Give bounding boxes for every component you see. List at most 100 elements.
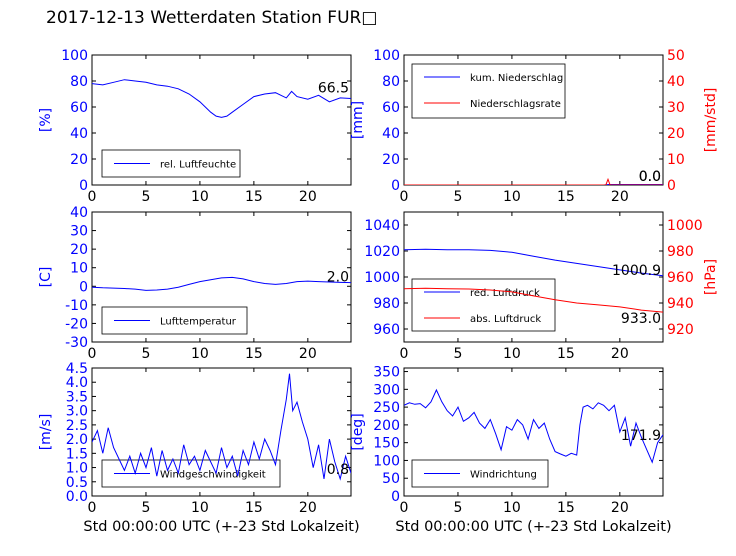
y-tick-label: 0 [391, 489, 400, 505]
y-tick-label: 3.5 [66, 389, 88, 405]
y-tick-label: 1.0 [66, 461, 88, 477]
y-tick-label: 980 [373, 296, 400, 312]
y-tick-label: 4.0 [66, 375, 88, 391]
x-tick-label: 5 [453, 189, 462, 205]
y-tick-label: -20 [65, 316, 88, 332]
series-line [404, 177, 663, 185]
x-tick-label: 20 [299, 189, 317, 205]
series-line [92, 79, 351, 118]
y-tick-label: 20 [70, 242, 88, 258]
last-value-label: 66.5 [318, 81, 349, 97]
panel-humidity: 0 5 10 15 20 0 20 40 60 80 100 [%] rel. Luftfeuchte 6… [38, 48, 352, 205]
y-tick-label: 250 [373, 400, 400, 416]
x-tick-label: 10 [503, 500, 521, 516]
panel-windspeed: 0 5 10 15 20 0.00.51.01.52.02.53.03.54.04.5 [m… [38, 361, 360, 535]
y-axis-label: [deg] [350, 413, 366, 450]
series-line [404, 287, 663, 313]
legend-label: rel. Luftfeuchte [160, 160, 236, 171]
legend-label: Niederschlagsrate [470, 99, 561, 110]
x-axis-label: Std 00:00:00 UTC (+-23 Std Lokalzeit) [83, 519, 359, 535]
series-line [404, 248, 663, 277]
panel-precip: 0 5 10 15 20 0 20 40 60 80 100 0 10 20 30 40 50 [mm] [mm/s… [350, 48, 719, 205]
last-value-label: 933.0 [621, 311, 661, 327]
legend-label: abs. Luftdruck [470, 314, 541, 325]
legend-frame [411, 63, 566, 119]
y-tick-label: 1040 [364, 218, 400, 234]
y-tick-label: 960 [373, 322, 400, 338]
y-tick-label: 0 [391, 178, 400, 194]
y-tick-label: -10 [65, 298, 88, 314]
y-tick-label: 1000 [364, 270, 400, 286]
x-tick-label: 0 [400, 346, 409, 362]
x-tick-label: 20 [611, 189, 629, 205]
y-tick-label: 150 [373, 436, 400, 452]
x-tick-label: 20 [611, 500, 629, 516]
x-tick-label: 10 [191, 346, 209, 362]
y-axis-label: [C] [38, 267, 54, 288]
y-tick-label: 80 [382, 74, 400, 90]
y-axis-label: [m/s] [38, 414, 54, 451]
x-tick-label: 0 [400, 500, 409, 516]
legend-frame [411, 278, 556, 332]
x-tick-label: 15 [245, 189, 263, 205]
y-tick-label: 100 [373, 453, 400, 469]
y-tick-label: 0 [79, 178, 88, 194]
legend-label: Windgeschwindigkeit [160, 470, 266, 481]
last-value-label: 171.9 [621, 428, 661, 444]
x-tick-label: 20 [611, 346, 629, 362]
y-tick-label: 200 [373, 418, 400, 434]
legend: Windrichtung [411, 459, 549, 488]
x-tick-label: 10 [191, 500, 209, 516]
series-line [92, 276, 351, 291]
y-tick-label: 2.5 [66, 418, 88, 434]
x-tick-label: 0 [88, 189, 97, 205]
y-tick-label: 50 [382, 471, 400, 487]
legend: kum. Niederschlag Niederschlagsrate [411, 63, 566, 119]
x-tick-label: 5 [453, 500, 462, 516]
legend-label: kum. Niederschlag [470, 73, 563, 84]
y-tick-label: 0 [79, 279, 88, 295]
last-value-label: 0.0 [639, 169, 661, 185]
x-tick-label: 5 [453, 346, 462, 362]
y-tick-label: 0.0 [66, 489, 88, 505]
x-tick-label: 10 [503, 346, 521, 362]
last-value-label: 2.0 [327, 270, 349, 286]
x-tick-label: 0 [88, 346, 97, 362]
y-tick-label: 40 [70, 126, 88, 142]
legend: Lufttemperatur [101, 306, 248, 335]
y-tick-right-label: 920 [667, 322, 694, 338]
x-tick-label: 15 [557, 189, 575, 205]
x-tick-label: 10 [191, 189, 209, 205]
legend: red. Luftdruck abs. Luftdruck [411, 278, 556, 332]
x-tick-label: 15 [557, 346, 575, 362]
y-tick-right-label: 980 [667, 244, 694, 260]
figure-title: 2017-12-13 Wetterdaten Station FUR□ [46, 8, 378, 28]
y-tick-right-label: 0 [667, 178, 676, 194]
y-tick-right-label: 30 [667, 100, 685, 116]
y-axis-label: [mm] [350, 101, 366, 139]
x-tick-label: 20 [299, 500, 317, 516]
y-tick-label: 80 [70, 74, 88, 90]
x-tick-label: 15 [245, 500, 263, 516]
series-line [404, 388, 663, 464]
y-tick-label: 40 [70, 205, 88, 221]
y-tick-right-label: 20 [667, 126, 685, 142]
y-tick-label: 1020 [364, 244, 400, 260]
y-tick-label: 4.5 [66, 361, 88, 377]
last-value-label: 0.8 [327, 462, 349, 478]
y-tick-right-label: 960 [667, 270, 694, 286]
y-tick-label: 10 [70, 261, 88, 277]
last-value-label: 0.0 [639, 169, 661, 185]
y-tick-right-label: 10 [667, 152, 685, 168]
y-tick-label: 0.5 [66, 475, 88, 491]
y-tick-label: 300 [373, 382, 400, 398]
panel-temperature: 0 5 10 15 20 -30 -20 -10 0 10 20 30 40 [C] Lufttempera… [38, 205, 352, 362]
last-value-label: 1000.9 [612, 263, 661, 279]
y-axis-right-label: [mm/std] [703, 88, 719, 153]
y-tick-label: 1.5 [66, 446, 88, 462]
x-tick-label: 15 [557, 500, 575, 516]
legend-label: red. Luftdruck [470, 288, 540, 299]
x-tick-label: 15 [245, 346, 263, 362]
